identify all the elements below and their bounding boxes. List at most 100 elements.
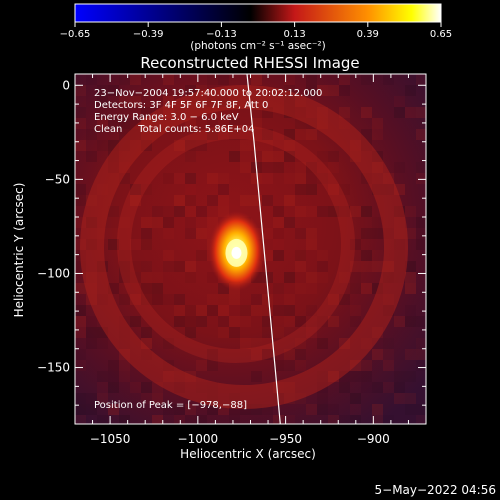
image-pixel bbox=[262, 140, 273, 151]
image-pixel bbox=[229, 415, 240, 424]
image-pixel bbox=[185, 316, 196, 327]
y-axis-label: Heliocentric Y (arcsec) bbox=[12, 183, 26, 318]
image-pixel bbox=[416, 404, 426, 415]
image-pixel bbox=[295, 349, 306, 360]
image-pixel bbox=[229, 294, 240, 305]
image-pixel bbox=[218, 305, 229, 316]
image-pixel bbox=[317, 206, 328, 217]
image-pixel bbox=[97, 415, 108, 424]
image-pixel bbox=[174, 404, 185, 415]
image-pixel bbox=[383, 382, 394, 393]
y-tick-label: 0 bbox=[62, 78, 70, 92]
image-pixel bbox=[273, 283, 284, 294]
image-pixel bbox=[284, 415, 295, 424]
image-pixel bbox=[284, 140, 295, 151]
y-tick-label: −100 bbox=[37, 266, 70, 280]
image-pixel bbox=[350, 393, 361, 404]
image-pixel bbox=[405, 404, 416, 415]
image-pixel bbox=[372, 261, 383, 272]
image-pixel bbox=[262, 250, 273, 261]
image-pixel bbox=[383, 360, 394, 371]
image-pixel bbox=[317, 393, 328, 404]
info-annotations: 23−Nov−2004 19:57:40.000 to 20:02:12.000… bbox=[94, 88, 322, 135]
image-pixel bbox=[284, 217, 295, 228]
colorbar-label: (photons cm⁻² s⁻¹ asec⁻²) bbox=[190, 40, 325, 52]
image-pixel bbox=[163, 404, 174, 415]
image-pixel bbox=[394, 162, 405, 173]
emission-ring-inner bbox=[117, 125, 355, 363]
image-pixel bbox=[130, 239, 141, 250]
image-pixel bbox=[218, 173, 229, 184]
image-pixel bbox=[141, 283, 152, 294]
image-pixel bbox=[295, 338, 306, 349]
image-pixel bbox=[185, 118, 196, 129]
image-pixel bbox=[317, 404, 328, 415]
colorbar-tick-label: −0.13 bbox=[206, 29, 237, 40]
image-pixel bbox=[416, 239, 426, 250]
image-pixel bbox=[240, 162, 251, 173]
image-pixel bbox=[328, 294, 339, 305]
image-pixel bbox=[218, 327, 229, 338]
image-pixel bbox=[240, 151, 251, 162]
image-pixel bbox=[251, 349, 262, 360]
image-pixel bbox=[262, 107, 273, 118]
image-pixel bbox=[405, 371, 416, 382]
image-pixel bbox=[108, 206, 119, 217]
image-pixel bbox=[119, 74, 130, 85]
image-pixel bbox=[229, 118, 240, 129]
annotation-time: 23−Nov−2004 19:57:40.000 to 20:02:12.000 bbox=[94, 88, 322, 99]
image-pixel bbox=[416, 173, 426, 184]
image-pixel bbox=[394, 316, 405, 327]
image-pixel bbox=[416, 338, 426, 349]
image-pixel bbox=[185, 151, 196, 162]
image-pixel bbox=[75, 415, 86, 424]
image-pixel bbox=[108, 140, 119, 151]
image-pixel bbox=[152, 382, 163, 393]
image-pixel bbox=[372, 118, 383, 129]
image-pixel bbox=[273, 316, 284, 327]
image-pixel bbox=[361, 129, 372, 140]
image-pixel bbox=[108, 283, 119, 294]
annotation-detectors: Detectors: 3F 4F 5F 6F 7F 8F, Att 0 bbox=[94, 100, 268, 111]
image-pixel bbox=[163, 217, 174, 228]
image-pixel bbox=[108, 228, 119, 239]
image-pixel bbox=[75, 195, 86, 206]
image-pixel bbox=[306, 173, 317, 184]
image-pixel bbox=[196, 85, 207, 96]
image-pixel bbox=[229, 327, 240, 338]
image-pixel bbox=[273, 239, 284, 250]
image-pixel bbox=[295, 173, 306, 184]
image-pixel bbox=[185, 140, 196, 151]
image-pixel bbox=[328, 316, 339, 327]
image-pixel bbox=[141, 261, 152, 272]
image-pixel bbox=[108, 360, 119, 371]
image-pixel bbox=[339, 206, 350, 217]
image-pixel bbox=[262, 162, 273, 173]
image-pixel bbox=[317, 250, 328, 261]
image-pixel bbox=[119, 217, 130, 228]
image-pixel bbox=[185, 415, 196, 424]
image-pixel bbox=[86, 393, 97, 404]
image-pixel bbox=[240, 316, 251, 327]
image-pixel bbox=[372, 217, 383, 228]
image-pixel bbox=[207, 195, 218, 206]
image-pixel bbox=[163, 206, 174, 217]
image-pixel bbox=[262, 316, 273, 327]
image-pixel bbox=[416, 107, 426, 118]
image-pixel bbox=[262, 272, 273, 283]
image-pixel bbox=[251, 74, 262, 85]
image-pixel bbox=[207, 360, 218, 371]
image-pixel bbox=[174, 206, 185, 217]
image-pixel bbox=[163, 338, 174, 349]
image-pixel bbox=[405, 85, 416, 96]
image-pixel bbox=[361, 360, 372, 371]
image-pixel bbox=[306, 206, 317, 217]
image-pixel bbox=[130, 294, 141, 305]
image-pixel bbox=[416, 217, 426, 228]
image-pixel bbox=[130, 261, 141, 272]
image-pixel bbox=[185, 327, 196, 338]
image-pixel bbox=[262, 173, 273, 184]
image-pixel bbox=[185, 272, 196, 283]
image-pixel bbox=[97, 393, 108, 404]
image-pixel bbox=[75, 107, 86, 118]
